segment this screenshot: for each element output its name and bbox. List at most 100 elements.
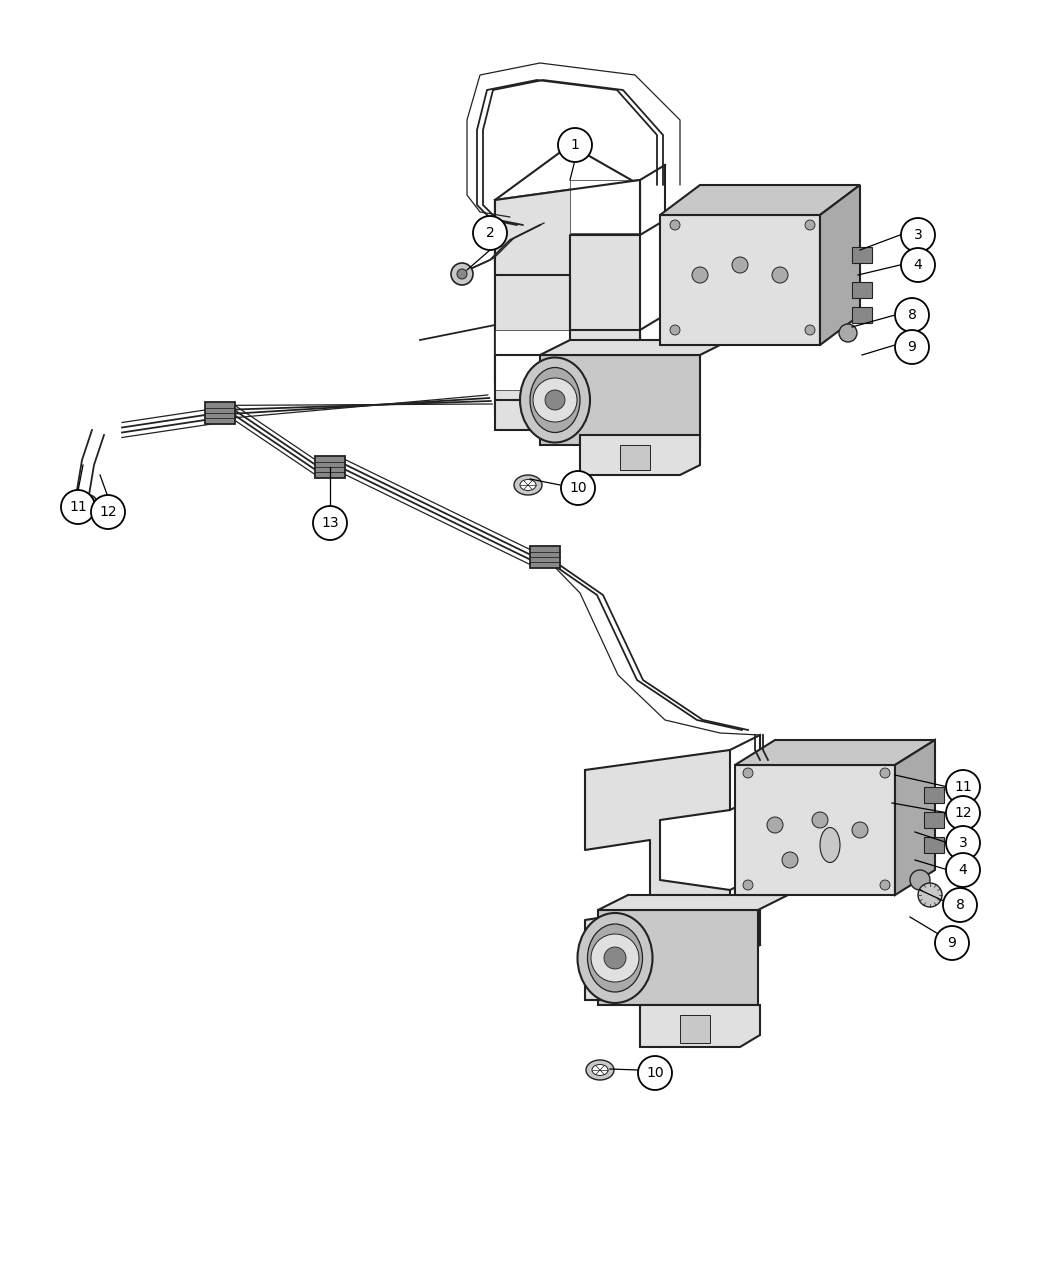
Text: 8: 8 [956,898,965,912]
Text: 3: 3 [914,228,922,242]
Bar [852,247,872,263]
Circle shape [782,852,798,868]
Text: 11: 11 [954,780,972,794]
Circle shape [946,826,980,861]
Circle shape [91,495,125,529]
Bar [924,812,944,827]
Ellipse shape [520,479,536,491]
Polygon shape [735,740,934,765]
Circle shape [901,218,934,252]
Circle shape [74,493,81,502]
Polygon shape [540,340,730,354]
Circle shape [472,215,507,250]
Circle shape [743,768,753,778]
Circle shape [69,490,85,506]
Circle shape [852,822,868,838]
Text: 12: 12 [954,806,972,820]
Circle shape [591,935,639,982]
Circle shape [766,817,783,833]
Circle shape [533,377,578,422]
Circle shape [805,325,815,335]
Circle shape [313,506,346,541]
Text: 10: 10 [646,1066,664,1080]
Circle shape [880,880,890,890]
Text: 11: 11 [69,500,87,514]
Bar [924,836,944,853]
Circle shape [670,325,680,335]
Ellipse shape [530,367,580,432]
Circle shape [692,266,708,283]
Circle shape [452,263,472,286]
Circle shape [457,269,467,279]
Polygon shape [735,765,895,895]
Text: 2: 2 [485,226,495,240]
Text: 4: 4 [959,863,967,877]
Circle shape [604,947,626,969]
Circle shape [61,490,94,524]
Bar [315,456,345,478]
Polygon shape [585,750,730,980]
Circle shape [670,221,680,230]
Ellipse shape [588,924,643,992]
Polygon shape [495,180,640,414]
Circle shape [946,796,980,830]
Polygon shape [580,435,700,476]
Bar [680,1015,710,1043]
Ellipse shape [514,476,542,495]
Text: 12: 12 [99,505,117,519]
Circle shape [839,324,857,342]
Circle shape [545,390,565,411]
Ellipse shape [820,827,840,862]
Text: 13: 13 [321,516,339,530]
Bar [924,787,944,803]
Polygon shape [640,1005,760,1047]
Circle shape [558,128,592,162]
Ellipse shape [520,357,590,442]
Circle shape [743,880,753,890]
Bar [620,445,650,470]
Circle shape [880,768,890,778]
Circle shape [85,499,93,507]
Text: 4: 4 [914,258,922,272]
Circle shape [561,470,595,505]
Polygon shape [660,185,860,215]
Text: 1: 1 [570,138,580,152]
Circle shape [812,812,828,827]
Polygon shape [495,180,640,395]
Polygon shape [570,180,640,233]
Bar [530,546,560,567]
Polygon shape [895,740,934,895]
Circle shape [895,298,929,332]
Circle shape [918,884,942,907]
Text: 10: 10 [569,481,587,495]
Circle shape [946,770,980,805]
Circle shape [732,258,748,273]
Polygon shape [495,330,570,390]
Circle shape [772,266,788,283]
Circle shape [943,887,976,922]
Text: 9: 9 [907,340,917,354]
Circle shape [805,221,815,230]
Polygon shape [598,910,758,1005]
Circle shape [934,926,969,960]
Polygon shape [495,400,530,430]
Circle shape [901,249,934,282]
Circle shape [946,853,980,887]
Circle shape [638,1056,672,1090]
Text: 3: 3 [959,836,967,850]
Text: 9: 9 [947,936,957,950]
Polygon shape [540,354,700,445]
Ellipse shape [586,1060,614,1080]
Bar [205,402,235,425]
Circle shape [895,330,929,363]
Text: 8: 8 [907,309,917,323]
Polygon shape [598,895,788,910]
Circle shape [910,870,930,890]
Bar [852,307,872,323]
Polygon shape [660,215,820,346]
Bar [852,282,872,298]
Circle shape [81,495,97,511]
Ellipse shape [592,1065,608,1076]
Polygon shape [585,970,619,1000]
Ellipse shape [578,913,652,1003]
